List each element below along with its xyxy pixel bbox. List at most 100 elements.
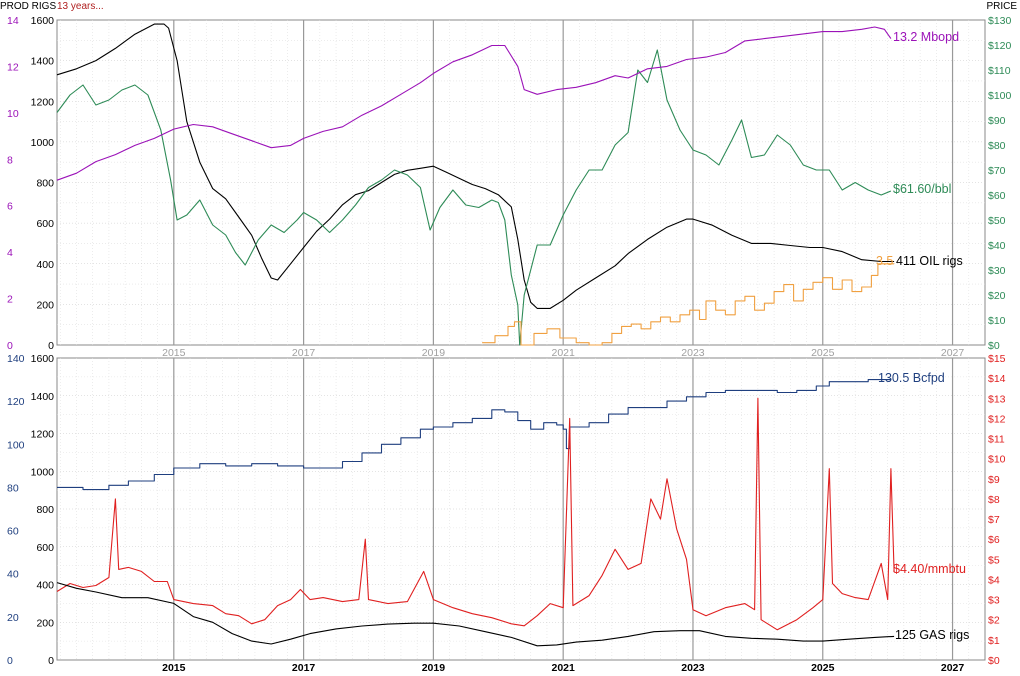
price-tick-label: $3	[988, 595, 1000, 607]
price-tick-label: $11	[988, 434, 1005, 446]
rigs-tick-label: 1000	[31, 466, 55, 478]
x-tick-label: 2019	[422, 662, 446, 674]
annotation-price: $61.60/bbl	[893, 182, 951, 196]
production-tick-label: 140	[7, 353, 25, 365]
price-tick-label: $110	[988, 65, 1011, 77]
rigs-tick-label: 1200	[31, 96, 55, 108]
x-tick-label: 2025	[811, 662, 835, 674]
annotation-rigs: 411 OIL rigs	[896, 254, 963, 268]
rigs-tick-label: 400	[36, 580, 54, 592]
production-tick-label: 40	[7, 569, 19, 581]
x-tick-label: 2023	[681, 662, 705, 674]
rigs-tick-label: 800	[36, 178, 54, 190]
price-tick-label: $100	[988, 90, 1012, 102]
oil-panel: 2015 2017 2019 2021 2023 2025 2027020040060080…	[7, 15, 1012, 359]
annotation-price: $4.40/mmbtu	[893, 562, 966, 576]
rigs-tick-label: 1600	[31, 15, 55, 27]
rigs-tick-label: 0	[48, 655, 54, 667]
price-tick-label: $90	[988, 115, 1006, 127]
x-tick-label: 2027	[941, 347, 965, 359]
series-gas_production	[57, 378, 892, 491]
rigs-tick-label: 600	[36, 542, 54, 554]
production-tick-label: 60	[7, 526, 19, 538]
production-tick-label: 100	[7, 439, 25, 451]
annotation-production: 130.5 Bcfpd	[878, 371, 945, 385]
rigs-tick-label: 1400	[31, 391, 55, 403]
price-tick-label: $9	[988, 474, 1000, 486]
production-tick-label: 10	[7, 108, 19, 120]
price-tick-label: $60	[988, 190, 1006, 202]
series-rigs	[56, 23, 895, 309]
annotation-rigs: 125 GAS rigs	[895, 628, 969, 642]
rigs-tick-label: 600	[36, 218, 54, 230]
annotation-orange_value: 3.5	[876, 254, 893, 268]
x-tick-label: 2015	[162, 347, 186, 359]
x-tick-label: 2021	[552, 347, 576, 359]
price-tick-label: $70	[988, 165, 1006, 177]
rigs-tick-label: 0	[48, 340, 54, 352]
plot-area	[56, 19, 986, 346]
x-tick-label: 2017	[292, 347, 316, 359]
price-tick-label: $30	[988, 265, 1006, 277]
price-tick-label: $6	[988, 534, 1000, 546]
production-tick-label: 80	[7, 482, 19, 494]
series-price_oil	[56, 49, 892, 346]
price-tick-label: $40	[988, 240, 1006, 252]
series-orange	[482, 263, 895, 346]
series-price_gas	[56, 397, 895, 631]
price-tick-label: $1	[988, 635, 1000, 647]
price-tick-label: $4	[988, 574, 1000, 586]
span-label[interactable]: 13 years...	[57, 1, 104, 12]
price-tick-label: $0	[988, 655, 1000, 667]
x-tick-label: 2019	[422, 347, 446, 359]
price-tick-label: $12	[988, 413, 1006, 425]
production-tick-label: 2	[7, 294, 13, 306]
price-tick-label: $13	[988, 393, 1006, 405]
rigs-tick-label: 1000	[31, 137, 55, 149]
x-tick-label: 2023	[681, 347, 705, 359]
production-tick-label: 0	[7, 340, 13, 352]
x-tick-label: 2025	[811, 347, 835, 359]
rigs-tick-label: 1600	[31, 353, 55, 365]
price-tick-label: $2	[988, 615, 1000, 627]
gas-panel: 2015 2017 2019 2021 2023 2025 2027020040060080…	[7, 353, 1006, 674]
price-tick-label: $20	[988, 290, 1006, 302]
price-tick-label: $5	[988, 554, 1000, 566]
rigs-tick-label: 1200	[31, 429, 55, 441]
production-tick-label: 12	[7, 61, 19, 73]
series-production	[56, 26, 892, 181]
rigs-tick-label: 400	[36, 259, 54, 271]
rigs-tick-label: 800	[36, 504, 54, 516]
price-tick-label: $130	[988, 15, 1012, 27]
rigs-tick-label: 1400	[31, 56, 55, 68]
production-tick-label: 120	[7, 396, 25, 408]
price-tick-label: $7	[988, 514, 1000, 526]
plot-area	[56, 357, 986, 661]
price-tick-label: $0	[988, 340, 1000, 352]
right-axis-header: PRICE	[986, 1, 1017, 12]
price-tick-label: $10	[988, 315, 1006, 327]
x-tick-label: 2021	[552, 662, 576, 674]
production-tick-label: 0	[7, 655, 13, 667]
production-tick-label: 8	[7, 154, 13, 166]
left-axis-header: PROD RIGS	[0, 1, 56, 12]
production-tick-label: 4	[7, 247, 13, 259]
price-tick-label: $14	[988, 373, 1006, 385]
x-tick-label: 2027	[941, 662, 965, 674]
price-tick-label: $8	[988, 494, 1000, 506]
price-tick-label: $15	[988, 353, 1006, 365]
rigs-tick-label: 200	[36, 299, 54, 311]
production-tick-label: 20	[7, 612, 19, 624]
price-tick-label: $50	[988, 215, 1006, 227]
annotation-production: 13.2 Mbopd	[893, 30, 959, 44]
series-gas_rigs	[56, 582, 895, 647]
production-tick-label: 14	[7, 15, 19, 27]
production-tick-label: 6	[7, 201, 13, 213]
rigs-tick-label: 200	[36, 617, 54, 629]
price-tick-label: $10	[988, 454, 1006, 466]
price-tick-label: $120	[988, 40, 1012, 52]
price-tick-label: $80	[988, 140, 1006, 152]
x-tick-label: 2017	[292, 662, 316, 674]
x-tick-label: 2015	[162, 662, 186, 674]
